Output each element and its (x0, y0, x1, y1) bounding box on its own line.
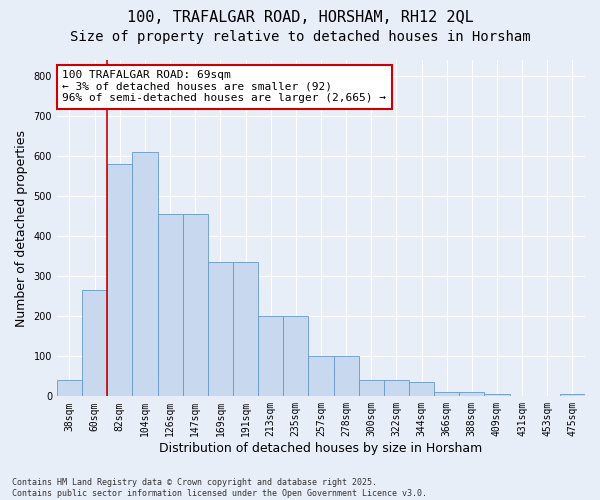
Bar (409, 382, 434, 396)
Y-axis label: Number of detached properties: Number of detached properties (15, 130, 28, 326)
Bar (283, 316, 308, 396)
Bar (484, 394, 509, 396)
X-axis label: Distribution of detached houses by size in Horsham: Distribution of detached houses by size … (160, 442, 482, 455)
Text: 100 TRAFALGAR ROAD: 69sqm
← 3% of detached houses are smaller (92)
96% of semi-d: 100 TRAFALGAR ROAD: 69sqm ← 3% of detach… (62, 70, 386, 103)
Bar (258, 316, 283, 396)
Bar (208, 262, 233, 396)
Bar (384, 380, 409, 396)
Text: Contains HM Land Registry data © Crown copyright and database right 2025.
Contai: Contains HM Land Registry data © Crown c… (12, 478, 427, 498)
Bar (233, 262, 258, 396)
Bar (82, 290, 107, 397)
Bar (560, 394, 585, 396)
Text: 100, TRAFALGAR ROAD, HORSHAM, RH12 2QL: 100, TRAFALGAR ROAD, HORSHAM, RH12 2QL (127, 10, 473, 25)
Bar (434, 392, 459, 396)
Bar (334, 356, 359, 397)
Bar (308, 356, 334, 397)
Bar (459, 392, 484, 396)
Bar (359, 380, 384, 396)
Bar (107, 164, 133, 396)
Text: Size of property relative to detached houses in Horsham: Size of property relative to detached ho… (70, 30, 530, 44)
Bar (57, 380, 82, 396)
Bar (133, 152, 158, 396)
Bar (182, 214, 208, 396)
Bar (158, 214, 182, 396)
